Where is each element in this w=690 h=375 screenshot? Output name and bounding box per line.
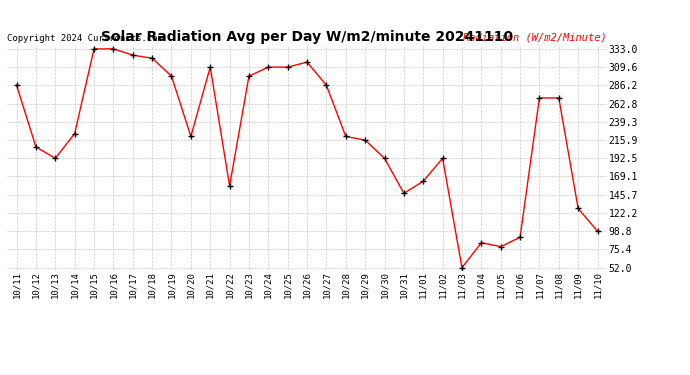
Text: Copyright 2024 Curtronics.com: Copyright 2024 Curtronics.com (7, 34, 163, 43)
Title: Solar Radiation Avg per Day W/m2/minute 20241110: Solar Radiation Avg per Day W/m2/minute … (101, 30, 513, 44)
Text: Radiation (W/m2/Minute): Radiation (W/m2/Minute) (464, 33, 607, 43)
